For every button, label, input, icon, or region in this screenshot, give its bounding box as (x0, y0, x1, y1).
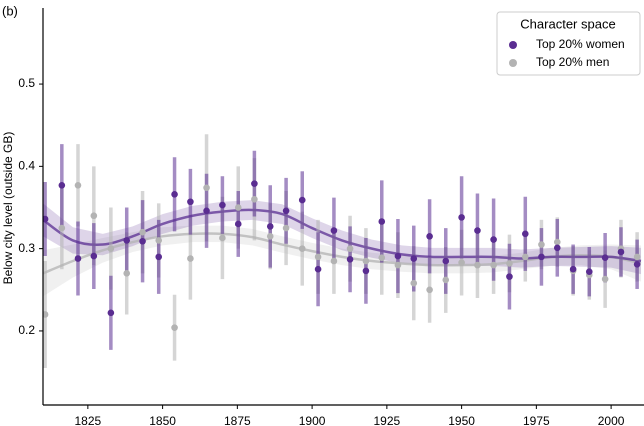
point (506, 260, 513, 267)
x-tick-label: 2000 (598, 414, 625, 426)
y-tick-label: 0.2 (18, 323, 35, 337)
point (298, 245, 306, 252)
point (442, 276, 450, 284)
point (58, 181, 66, 189)
point (203, 207, 210, 215)
point (633, 253, 641, 261)
point (330, 257, 338, 265)
point (362, 257, 370, 265)
plot-area (43, 134, 642, 368)
point (585, 268, 593, 275)
point (458, 259, 465, 266)
point (458, 214, 465, 221)
point (521, 230, 529, 238)
point (234, 220, 242, 228)
point (633, 260, 641, 268)
point (553, 244, 561, 252)
point (139, 237, 146, 245)
point (187, 198, 194, 206)
point (378, 218, 386, 225)
point (251, 180, 258, 187)
point (410, 279, 418, 287)
point (601, 275, 609, 283)
point (617, 248, 625, 256)
point (171, 324, 178, 331)
point (43, 215, 49, 223)
point (569, 265, 577, 273)
point (219, 234, 226, 242)
y-tick-label: 0.5 (18, 76, 35, 90)
point (474, 227, 481, 234)
point (266, 233, 274, 240)
legend: Character space Top 20% women Top 20% men (496, 11, 641, 76)
point (234, 204, 242, 211)
point (203, 184, 210, 192)
point (123, 270, 131, 277)
point (410, 255, 418, 262)
point (74, 181, 82, 189)
point (314, 265, 322, 273)
point (171, 191, 178, 198)
x-tick-label: 1975 (523, 414, 550, 426)
x-tick-label: 1950 (448, 414, 475, 426)
point (362, 267, 370, 275)
x-tick-label: 1925 (374, 414, 401, 426)
y-tick-label: 0.4 (18, 159, 35, 173)
point (74, 255, 82, 262)
point (298, 196, 306, 204)
legend-label: Top 20% women (536, 37, 625, 51)
y-axis-label: Below city level (outside GB) (1, 132, 15, 285)
x-tick-label: 1900 (299, 414, 326, 426)
legend-marker (509, 41, 517, 49)
legend-marker (509, 59, 517, 67)
point (394, 261, 402, 269)
point (314, 253, 322, 261)
point (378, 254, 386, 261)
point (219, 201, 226, 209)
x-tick-label: 1850 (149, 414, 176, 426)
point (474, 261, 481, 269)
legend-box (496, 11, 641, 76)
point (601, 254, 609, 261)
point (521, 253, 529, 261)
point (442, 257, 450, 265)
point (155, 253, 163, 261)
legend-label: Top 20% men (536, 55, 609, 69)
point (155, 237, 163, 244)
confidence-band (43, 225, 642, 297)
x-tick-label: 1875 (224, 414, 251, 426)
point (346, 245, 354, 252)
point (266, 223, 274, 230)
point (251, 195, 258, 203)
point (123, 237, 131, 244)
point (58, 224, 66, 232)
point (426, 233, 433, 240)
point (538, 253, 545, 261)
point (43, 311, 49, 318)
point (490, 236, 497, 243)
point (426, 286, 433, 294)
point (282, 207, 290, 215)
point (346, 256, 354, 263)
point (90, 212, 98, 220)
point (139, 228, 146, 236)
point (90, 252, 98, 260)
point (107, 245, 115, 252)
point (107, 309, 115, 317)
point (187, 255, 194, 262)
point (506, 273, 513, 280)
point (490, 261, 497, 269)
point (394, 252, 402, 260)
point (538, 241, 545, 248)
point (282, 224, 290, 232)
y-tick-label: 0.3 (18, 241, 35, 255)
point (330, 227, 338, 234)
point (553, 238, 561, 246)
x-tick-label: 1825 (74, 414, 101, 426)
panel-label: (b) (2, 3, 18, 18)
legend-title: Character space (520, 16, 615, 31)
